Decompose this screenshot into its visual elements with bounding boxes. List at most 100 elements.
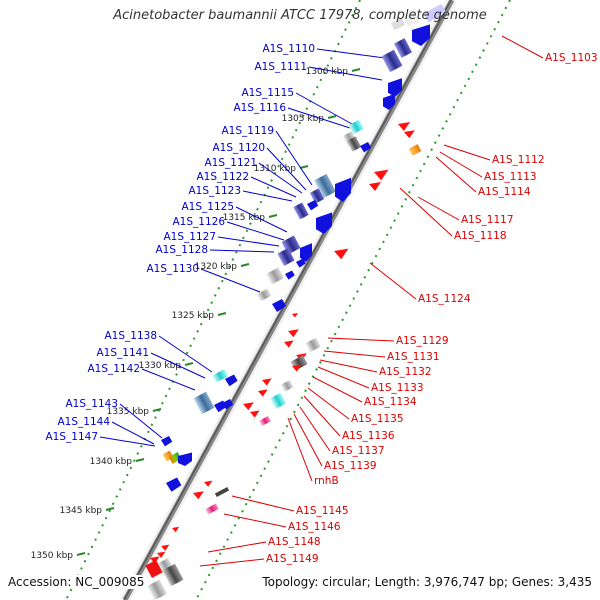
forward-gene-block: [168, 452, 182, 464]
tick-label: 1325 kbp: [172, 311, 215, 321]
reverse-callout: [323, 350, 386, 358]
forward-gene-block: [309, 188, 325, 204]
reverse-gene-label[interactable]: A1S_1114: [478, 186, 531, 198]
forward-gene-block: [346, 136, 362, 152]
forward-callout: [99, 436, 156, 447]
reverse-gene-label[interactable]: A1S_1129: [396, 335, 449, 347]
forward-gene-arrow: [166, 477, 182, 492]
accession-value: NC_009085: [75, 575, 145, 589]
forward-callout: [217, 236, 280, 247]
forward-gene-label[interactable]: A1S_1127: [164, 231, 217, 243]
reverse-callout: [293, 413, 323, 467]
forward-gene-arrow: [225, 374, 238, 387]
tick-mark: [135, 458, 145, 462]
reverse-callout: [399, 187, 453, 237]
reverse-gene-label[interactable]: A1S_1132: [379, 366, 432, 378]
reverse-gene-label[interactable]: A1S_1124: [418, 293, 471, 305]
forward-gene-label[interactable]: A1S_1116: [234, 102, 287, 114]
reverse-gene-arrow: [172, 526, 180, 533]
reverse-callout: [443, 144, 491, 161]
forward-gene-label[interactable]: A1S_1111: [255, 61, 308, 73]
reverse-gene-label[interactable]: A1S_1146: [288, 521, 341, 533]
forward-gene-label[interactable]: A1S_1128: [156, 244, 209, 256]
reverse-gene-label[interactable]: A1S_1137: [332, 445, 385, 457]
gene-features: [145, 3, 447, 600]
forward-gene-label[interactable]: A1S_1110: [263, 43, 316, 55]
reverse-gene-arrow: [292, 364, 302, 372]
tick-label: 1320 kbp: [195, 262, 238, 272]
tick-label: 1350 kbp: [31, 551, 74, 561]
forward-gene-label[interactable]: A1S_1142: [88, 363, 141, 375]
reverse-gene-block: [280, 380, 294, 392]
forward-gene-label[interactable]: A1S_1122: [197, 171, 250, 183]
reverse-gene-block: [205, 503, 219, 515]
reverse-callout: [417, 196, 460, 221]
genes-label: Genes:: [511, 575, 554, 589]
reverse-gene-label[interactable]: A1S_1135: [351, 413, 404, 425]
forward-callout: [250, 176, 297, 198]
accession-label: Accession:: [8, 575, 72, 589]
forward-gene-label[interactable]: A1S_1126: [173, 216, 226, 228]
forward-gene-label[interactable]: A1S_1123: [189, 185, 242, 197]
reverse-callout: [199, 558, 265, 567]
forward-callout: [316, 48, 386, 59]
reverse-gene-label[interactable]: A1S_1139: [324, 460, 377, 472]
forward-gene-label[interactable]: A1S_1144: [58, 416, 111, 428]
reverse-callout: [231, 495, 295, 512]
reverse-gene-arrow: [284, 340, 294, 348]
tick-mark: [299, 165, 309, 169]
genes-value: 3,435: [557, 575, 592, 589]
forward-gene-block: [193, 391, 215, 415]
forward-gene-arrow: [222, 399, 234, 410]
reverse-gene-arrow: [204, 480, 213, 487]
reverse-gene-label[interactable]: A1S_1131: [387, 351, 440, 363]
reverse-gene-label[interactable]: A1S_1103: [545, 52, 598, 64]
forward-gene-block: [314, 173, 336, 199]
forward-gene-label[interactable]: A1S_1147: [46, 431, 99, 443]
forward-gene-label[interactable]: A1S_1130: [147, 263, 200, 275]
tick-mark: [76, 552, 86, 556]
forward-gene-label[interactable]: A1S_1138: [105, 330, 158, 342]
forward-gene-block: [256, 288, 272, 302]
forward-gene-label[interactable]: A1S_1119: [222, 125, 275, 137]
reverse-gene-label[interactable]: rnhB: [314, 475, 339, 487]
tick-label: 1335 kbp: [107, 407, 150, 417]
reverse-gene-block: [145, 560, 163, 578]
forward-callout: [209, 249, 275, 253]
reverse-gene-label[interactable]: A1S_1149: [266, 553, 319, 565]
tick-label: 1330 kbp: [139, 361, 182, 371]
forward-callout: [226, 221, 285, 241]
forward-gene-block: [266, 267, 284, 285]
reverse-gene-arrow: [292, 313, 298, 318]
forward-gene-label[interactable]: A1S_1121: [205, 157, 258, 169]
reverse-gene-label[interactable]: A1S_1117: [461, 214, 514, 226]
reverse-gene-label[interactable]: A1S_1134: [364, 396, 417, 408]
forward-gene-label[interactable]: A1S_1115: [242, 87, 295, 99]
forward-callout: [141, 368, 196, 391]
tick-mark: [327, 115, 337, 119]
reverse-gene-block: [290, 355, 308, 371]
reverse-gene-label[interactable]: A1S_1118: [454, 230, 507, 242]
topology-label: Topology:: [262, 575, 319, 589]
reverse-gene-label[interactable]: A1S_1136: [342, 430, 395, 442]
reverse-gene-label[interactable]: A1S_1113: [484, 171, 537, 183]
reverse-gene-label[interactable]: A1S_1133: [371, 382, 424, 394]
reverse-callout: [435, 156, 477, 193]
forward-gene-arrow: [296, 258, 306, 268]
forward-gene-block: [423, 3, 447, 23]
reverse-gene-label[interactable]: A1S_1145: [296, 505, 349, 517]
reverse-gene-arrow: [193, 491, 204, 500]
reverse-gene-label[interactable]: A1S_1148: [268, 536, 321, 548]
genome-backbone: [120, 0, 457, 600]
forward-gene-label[interactable]: A1S_1120: [213, 142, 266, 154]
reverse-gene-label[interactable]: A1S_1112: [492, 154, 545, 166]
forward-gene-label[interactable]: A1S_1143: [66, 398, 119, 410]
forward-gene-arrow: [316, 212, 332, 234]
reverse-gene-arrow: [157, 551, 166, 558]
forward-gene-label[interactable]: A1S_1141: [97, 347, 150, 359]
tick-label: 1315 kbp: [223, 213, 266, 223]
forward-gene-block: [390, 17, 406, 31]
tick-mark: [268, 214, 278, 218]
forward-callout: [242, 190, 293, 202]
forward-gene-label[interactable]: A1S_1125: [182, 201, 235, 213]
